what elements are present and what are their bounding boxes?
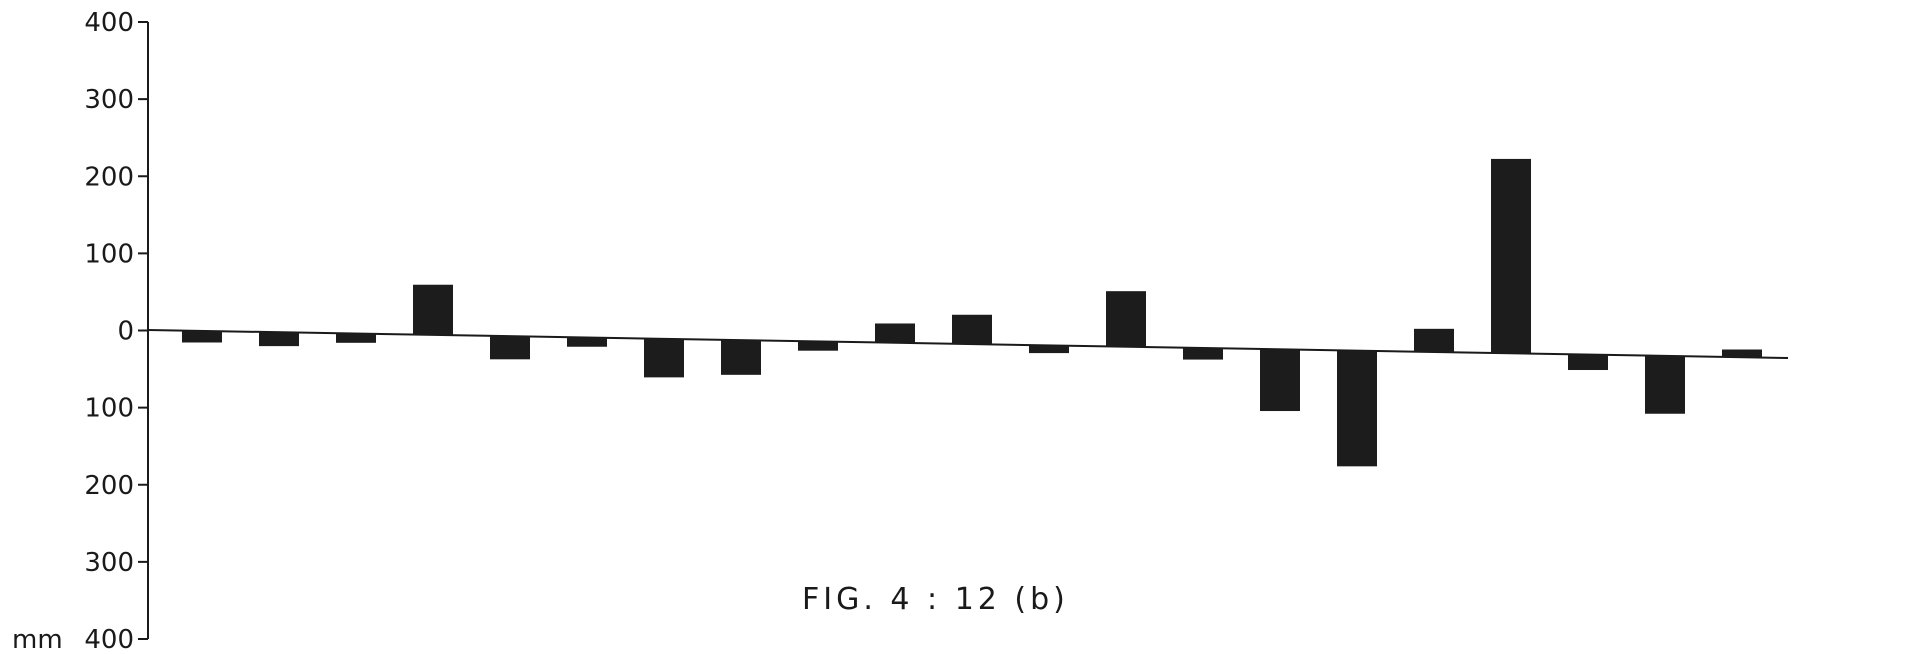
bar-series xyxy=(182,158,1762,467)
bar xyxy=(721,340,761,375)
bar xyxy=(1106,291,1146,347)
y-tick-label: 200 xyxy=(84,471,134,501)
bar xyxy=(1337,350,1377,467)
bar xyxy=(490,336,530,360)
figure-caption: FIG. 4 : 12 (b) xyxy=(802,582,1069,617)
bar xyxy=(875,323,915,343)
bar xyxy=(1491,158,1531,354)
bar xyxy=(952,314,992,345)
bar xyxy=(1183,348,1223,360)
bar xyxy=(1645,355,1685,414)
bar xyxy=(1260,349,1300,412)
bar xyxy=(1568,354,1608,371)
bar xyxy=(259,332,299,347)
y-tick-label: 300 xyxy=(84,548,134,578)
y-tick-label: 0 xyxy=(117,317,134,347)
bar xyxy=(798,341,838,351)
bar xyxy=(413,284,453,335)
bar xyxy=(567,337,607,347)
y-axis-ticks: 400 300 200 100 0 100 200 300 400 xyxy=(84,8,148,654)
y-unit-label: mm xyxy=(12,625,63,654)
bar xyxy=(336,333,376,343)
bar xyxy=(1029,345,1069,354)
y-tick-label: 100 xyxy=(84,239,134,269)
bar xyxy=(182,330,222,343)
y-tick-label: 400 xyxy=(84,8,134,38)
y-tick-label: 300 xyxy=(84,85,134,115)
y-tick-label: 100 xyxy=(84,394,134,424)
bar xyxy=(644,338,684,378)
bar xyxy=(1414,328,1454,352)
y-tick-label: 400 xyxy=(84,625,134,654)
bar xyxy=(1722,349,1762,358)
y-tick-label: 200 xyxy=(84,162,134,192)
